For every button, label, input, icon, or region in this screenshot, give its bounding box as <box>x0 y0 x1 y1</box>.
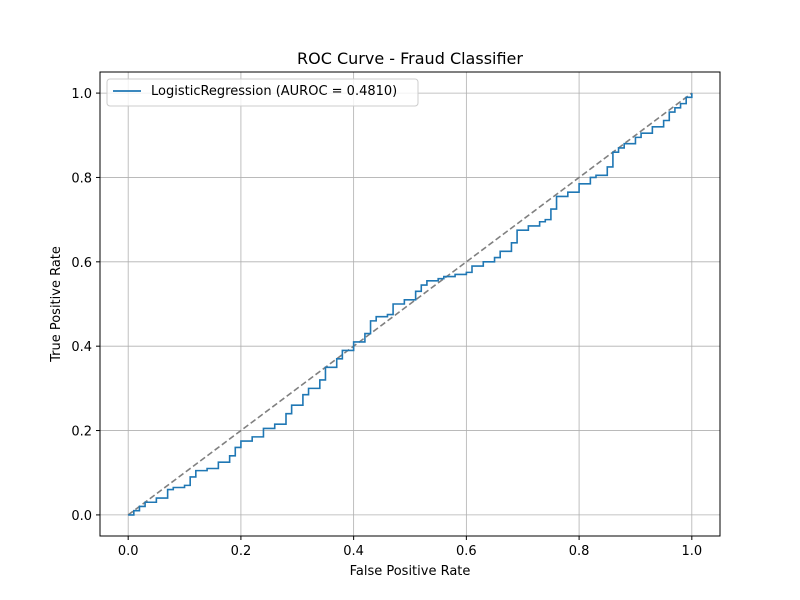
x-axis-label: False Positive Rate <box>350 564 471 579</box>
x-tick-label-5: 1.0 <box>681 544 702 559</box>
grid-lines <box>100 72 720 536</box>
x-tick-label-3: 0.6 <box>456 544 477 559</box>
x-tick-label-0: 0.0 <box>118 544 139 559</box>
roc-curve-line <box>128 93 693 516</box>
y-tick-label-4: 0.8 <box>71 171 92 186</box>
series-layer <box>127 92 693 516</box>
legend-box <box>106 78 419 107</box>
y-tick-label-5: 1.0 <box>71 87 92 102</box>
x-tick-label-4: 0.8 <box>569 544 590 559</box>
y-tick-label-3: 0.6 <box>71 256 92 271</box>
y-tick-label-1: 0.2 <box>71 425 92 440</box>
chance-diagonal-line <box>127 92 693 516</box>
plot-frame <box>99 71 721 537</box>
y-tick-label-0: 0.0 <box>71 509 92 524</box>
axis-ticks: 0.0 0.2 0.4 0.6 0.8 1.0 0.0 0.2 0.4 0.6 0.8 1.0 <box>71 87 702 559</box>
y-axis-label: True Positive Rate <box>49 246 64 363</box>
y-tick-label-2: 0.4 <box>71 340 92 355</box>
legend-entry-logistic-regression: LogisticRegression (AUROC = 0.4810) <box>151 84 397 99</box>
x-tick-label-2: 0.4 <box>343 544 364 559</box>
x-tick-label-1: 0.2 <box>231 544 252 559</box>
chart-title: ROC Curve - Fraud Classifier <box>297 49 523 68</box>
legend: LogisticRegression (AUROC = 0.4810) <box>106 78 419 107</box>
